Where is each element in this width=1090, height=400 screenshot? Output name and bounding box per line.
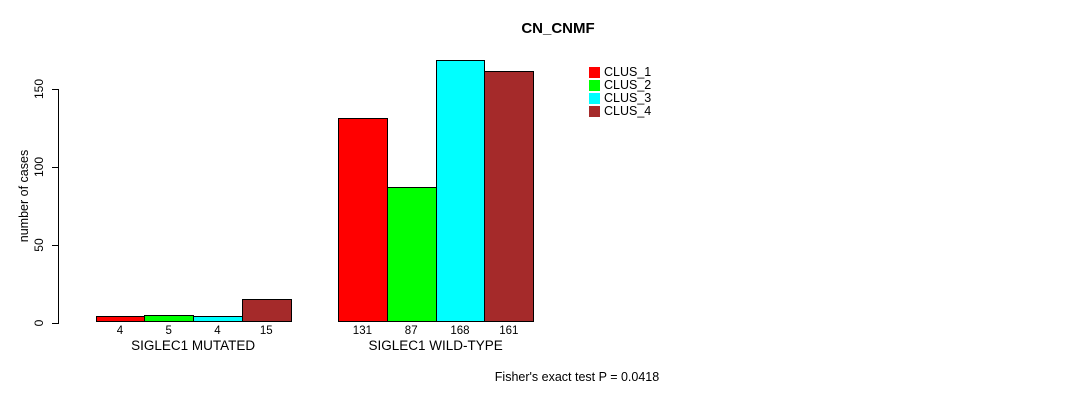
y-tick-label: 0 xyxy=(31,319,46,326)
bar-clus_1-group2 xyxy=(338,118,388,323)
y-axis-line xyxy=(58,88,59,324)
chart-title: CN_CNMF xyxy=(521,20,595,37)
legend-swatch-clus-3-icon xyxy=(589,93,600,104)
legend-item-clus-3: CLUS_3 xyxy=(589,92,651,105)
bar-value-label: 168 xyxy=(450,324,470,337)
legend-label-clus-2: CLUS_2 xyxy=(604,78,652,92)
bar-value-label: 161 xyxy=(499,324,519,337)
y-axis-title: number of cases xyxy=(17,149,31,243)
y-tick-label: 150 xyxy=(31,78,46,99)
legend-swatch-clus-2-icon xyxy=(589,80,600,91)
legend-swatch-clus-4-icon xyxy=(589,106,600,117)
category-label: SIGLEC1 MUTATED xyxy=(131,338,256,353)
legend-label-clus-4: CLUS_4 xyxy=(604,104,652,118)
bar-value-label: 5 xyxy=(165,324,172,337)
bar-clus_1-group1 xyxy=(95,316,146,323)
legend-item-clus-1: CLUS_1 xyxy=(589,66,651,79)
y-tick-mark xyxy=(52,166,58,168)
y-tick-label: 50 xyxy=(31,237,46,252)
bar-value-label: 15 xyxy=(259,324,273,337)
y-tick-label: 100 xyxy=(31,156,46,177)
legend-label-clus-3: CLUS_3 xyxy=(604,91,652,105)
legend-label-clus-1: CLUS_1 xyxy=(604,65,652,79)
bar-clus_4-group2 xyxy=(484,71,535,323)
legend: CLUS_1 CLUS_2 CLUS_3 CLUS_4 xyxy=(589,66,651,118)
legend-item-clus-4: CLUS_4 xyxy=(589,105,651,118)
bar-value-label: 87 xyxy=(404,324,418,337)
bar-clus_2-group2 xyxy=(386,186,437,323)
bar-clus_3-group1 xyxy=(193,316,243,323)
bar-clus_4-group1 xyxy=(241,299,292,323)
y-tick-mark xyxy=(52,244,58,246)
legend-swatch-clus-1-icon xyxy=(589,67,600,78)
bar-clus_3-group2 xyxy=(435,60,486,323)
bar-clus_2-group1 xyxy=(144,314,195,323)
y-tick-mark xyxy=(52,88,58,90)
legend-item-clus-2: CLUS_2 xyxy=(589,79,651,92)
fisher-test-annotation: Fisher's exact test P = 0.0418 xyxy=(494,370,660,384)
bar-value-label: 4 xyxy=(214,324,221,337)
bar-value-label: 4 xyxy=(116,324,124,337)
bar-value-label: 131 xyxy=(352,324,372,337)
y-tick-mark xyxy=(52,322,58,324)
category-label: SIGLEC1 WILD-TYPE xyxy=(368,338,503,353)
